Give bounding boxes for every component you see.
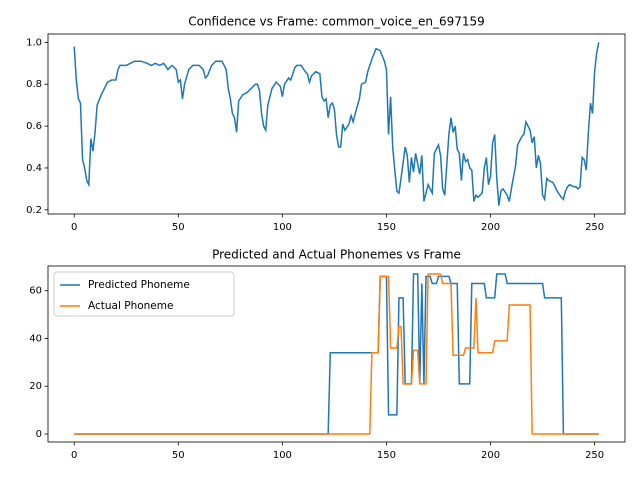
y-tick-label: 60 bbox=[29, 286, 42, 297]
data-line bbox=[74, 273, 599, 435]
chart-title: Predicted and Actual Phonemes vs Frame bbox=[212, 248, 461, 262]
x-tick-label: 100 bbox=[273, 222, 292, 233]
chart-title: Confidence vs Frame: common_voice_en_697… bbox=[188, 15, 485, 29]
y-tick-label: 0.8 bbox=[26, 79, 42, 90]
legend-label: Actual Phoneme bbox=[88, 300, 173, 312]
y-tick-label: 0.4 bbox=[26, 163, 42, 174]
x-tick-label: 150 bbox=[377, 450, 396, 461]
x-tick-label: 250 bbox=[585, 450, 604, 461]
y-tick-label: 0.2 bbox=[26, 205, 42, 216]
legend-label: Predicted Phoneme bbox=[88, 279, 190, 291]
y-tick-label: 0 bbox=[36, 429, 42, 440]
x-tick-label: 50 bbox=[172, 222, 185, 233]
data-line bbox=[74, 273, 599, 435]
y-tick-label: 40 bbox=[29, 333, 42, 344]
legend-box bbox=[53, 271, 235, 317]
x-tick-label: 50 bbox=[172, 450, 185, 461]
x-tick-label: 200 bbox=[481, 450, 500, 461]
data-line bbox=[73, 42, 600, 206]
y-tick-label: 1.0 bbox=[26, 37, 42, 48]
y-tick-label: 20 bbox=[29, 381, 42, 392]
x-tick-label: 250 bbox=[585, 222, 604, 233]
x-tick-label: 100 bbox=[273, 450, 292, 461]
x-tick-label: 200 bbox=[481, 222, 500, 233]
x-tick-label: 0 bbox=[71, 450, 77, 461]
x-tick-label: 150 bbox=[377, 222, 396, 233]
axes-frame bbox=[47, 265, 626, 443]
axes-frame bbox=[47, 33, 626, 215]
y-tick-label: 0.6 bbox=[26, 121, 42, 132]
x-tick-label: 0 bbox=[71, 222, 77, 233]
